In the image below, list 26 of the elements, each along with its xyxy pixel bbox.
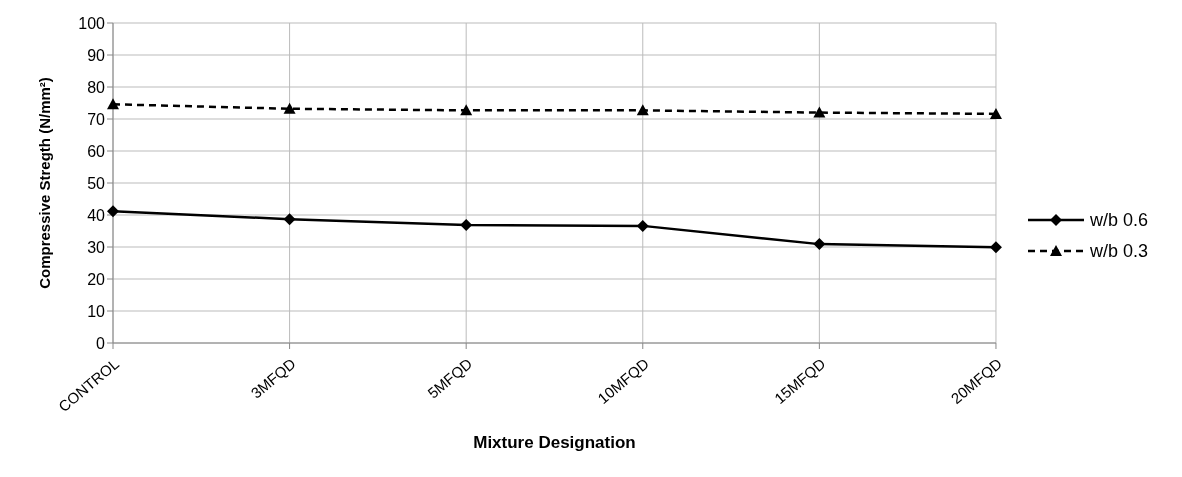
y-tick-label: 50 [87,174,106,192]
y-tick-label: 80 [87,78,106,96]
legend-label: w/b 0.3 [1089,240,1148,262]
y-tick-label: 40 [87,206,106,224]
point [107,98,119,110]
point [813,106,826,118]
y-tick-label: 90 [87,46,106,64]
x-axis-title: Mixture Designation [473,433,636,452]
y-tick-label: 30 [87,238,106,256]
y-tick-label: 10 [87,302,106,320]
legend-label: w/b 0.6 [1089,209,1148,231]
point [460,104,473,116]
point [636,104,649,116]
y-axis-title: Compressive Stregth (N/mm²) [36,77,53,289]
y-tick-label: 20 [87,270,106,288]
point [283,102,296,114]
point [107,205,119,218]
point [636,219,649,232]
point [989,241,1002,254]
point [283,213,296,226]
y-tick-label: 70 [87,110,106,128]
point [989,107,1002,119]
y-tick-label: 60 [87,142,106,160]
y-tick-label: 0 [96,334,106,352]
point [813,238,826,251]
y-tick-label: 100 [78,14,106,32]
